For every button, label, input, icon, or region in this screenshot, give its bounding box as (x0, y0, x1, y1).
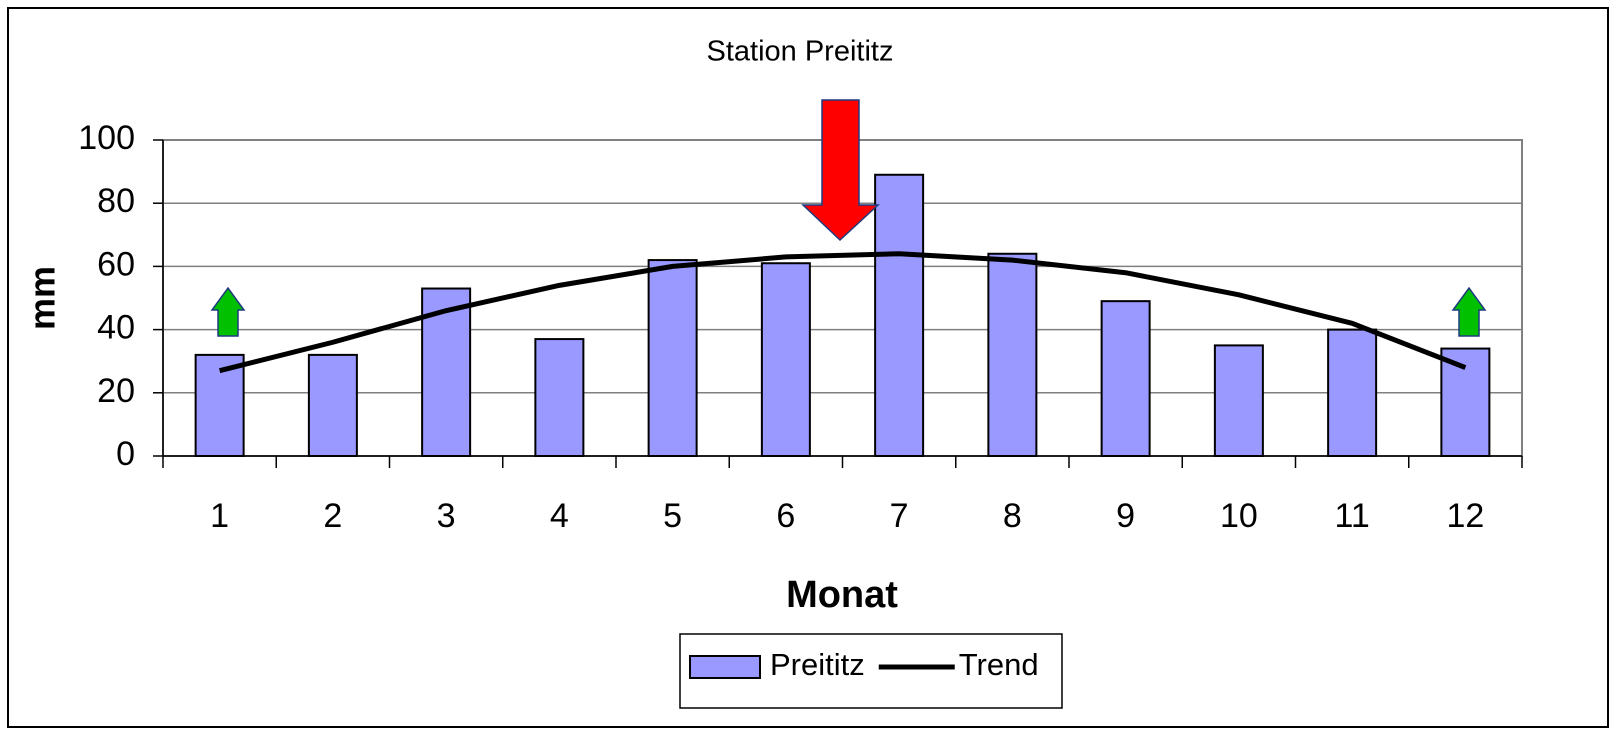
bar (1213, 344, 1264, 457)
legend: Preititz Trend (679, 633, 1063, 709)
y-tick-label: 60 (97, 245, 135, 283)
y-tick-label: 20 (97, 372, 135, 410)
bar (1440, 347, 1491, 457)
up-arrow (210, 286, 246, 337)
x-tick-label: 8 (1003, 497, 1022, 535)
up-arrow (1451, 286, 1487, 337)
legend-swatch (689, 655, 761, 679)
bar (534, 338, 585, 457)
bar (874, 173, 925, 457)
y-tick-label: 0 (116, 435, 135, 473)
legend-label: Preititz (770, 647, 865, 682)
y-tick-label: 40 (97, 309, 135, 347)
y-axis-label: mm (22, 266, 63, 330)
x-tick-label: 9 (1116, 497, 1135, 535)
legend-label: Trend (959, 647, 1039, 682)
bar (760, 262, 811, 457)
chart-title: Station Preititz (707, 36, 894, 68)
x-tick-label: 10 (1220, 497, 1258, 535)
bar (647, 259, 698, 457)
bar (987, 252, 1038, 457)
annotations (210, 99, 1487, 337)
bar (307, 353, 358, 458)
down-arrow (801, 99, 880, 242)
x-tick-label: 11 (1334, 497, 1369, 535)
bar (1100, 300, 1151, 457)
x-tick-label: 4 (550, 497, 569, 535)
y-tick-label: 100 (78, 119, 135, 157)
bar (1327, 328, 1378, 458)
x-tick-label: 1 (210, 497, 229, 535)
x-tick-label: 12 (1446, 497, 1484, 535)
x-tick-label: 6 (776, 497, 795, 535)
trend-line (219, 251, 1467, 374)
y-tick-label: 80 (97, 182, 135, 220)
bar (194, 353, 245, 458)
x-tick-label: 3 (437, 497, 456, 535)
x-tick-label: 7 (890, 497, 909, 535)
x-tick-label: 5 (663, 497, 682, 535)
x-axis-label: Monat (786, 574, 898, 616)
x-tick-label: 2 (323, 497, 342, 535)
